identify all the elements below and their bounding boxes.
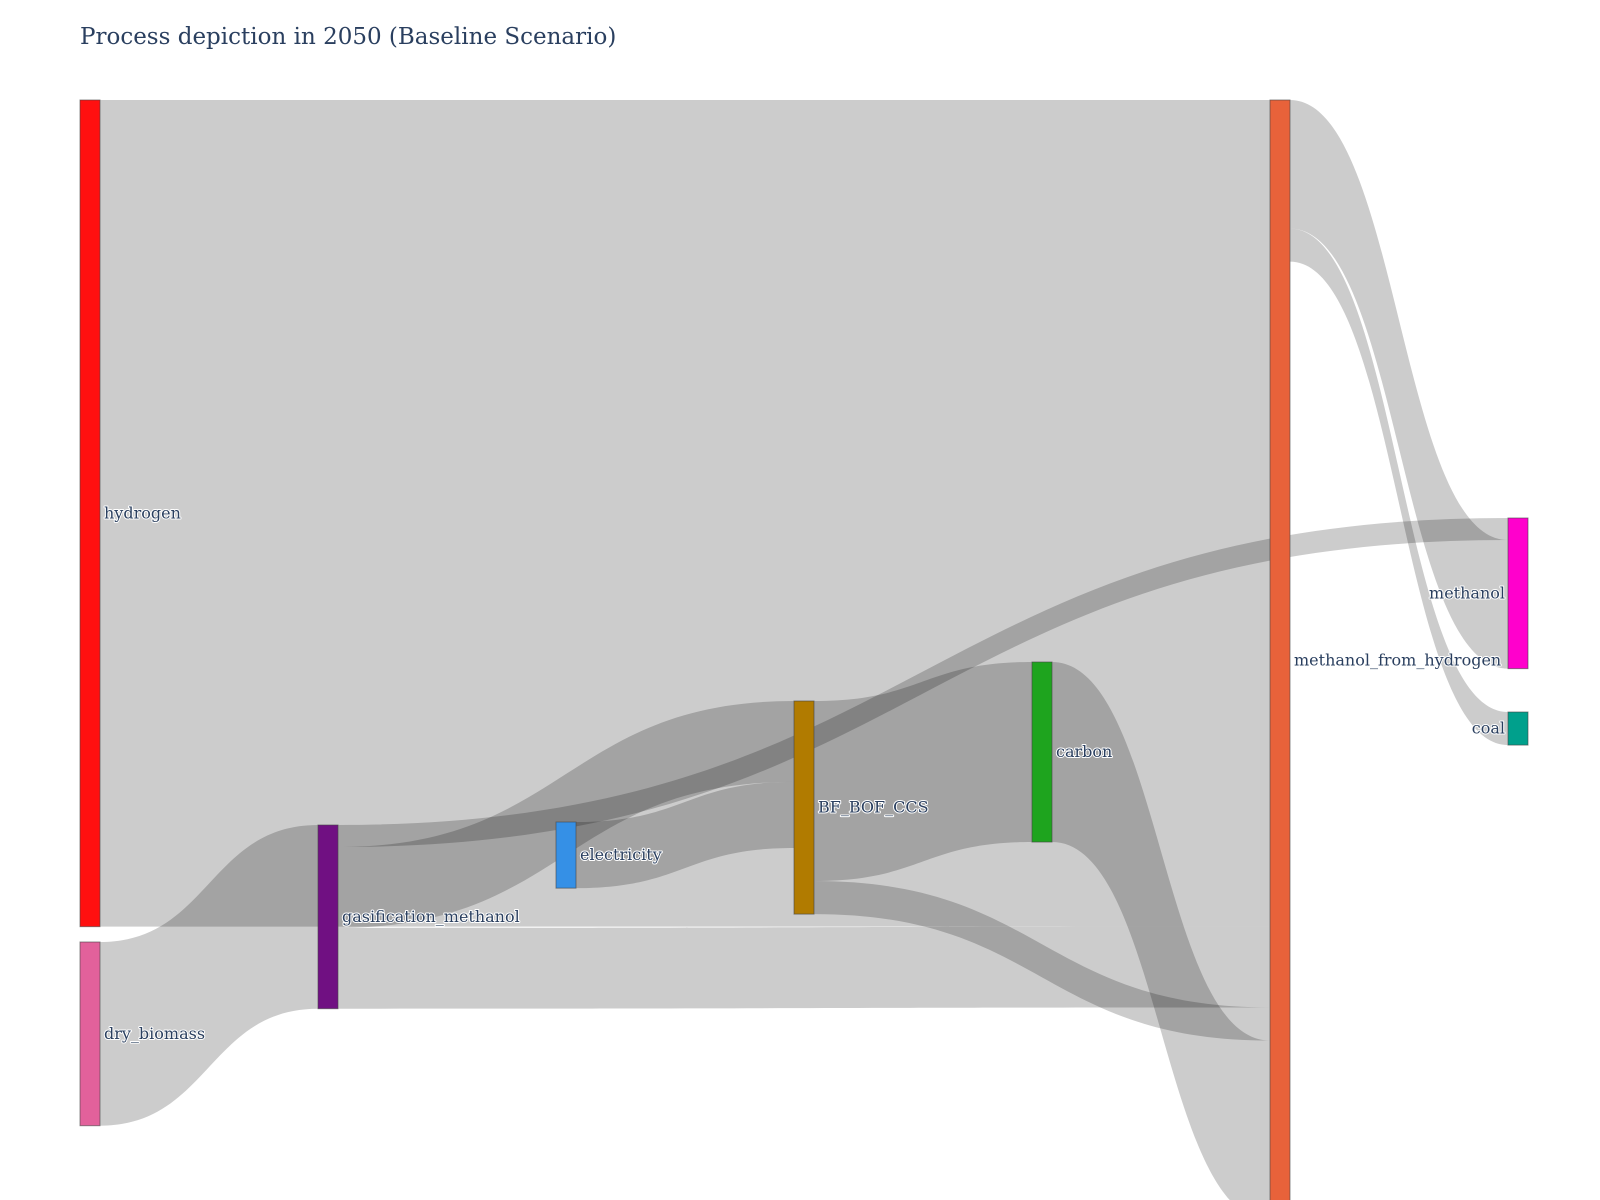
node-label-electricity: electricity (580, 845, 662, 864)
node-methanol_from_hydrogen[interactable] (1269, 99, 1291, 1200)
node-carbon[interactable] (1031, 661, 1053, 843)
link-BF_BOF_CCS-to-methanol_from_hydrogen[interactable] (814, 881, 1270, 1041)
link-dry_biomass-to-gasification_methanol[interactable] (100, 825, 318, 1126)
node-label-gasification_methanol: gasification_methanol (342, 907, 520, 926)
node-dry_biomass[interactable] (79, 941, 101, 1127)
node-label-methanol: methanol (1429, 583, 1505, 602)
node-gasification_methanol[interactable] (317, 824, 339, 1010)
link-methanol_from_hydrogen-to-methanol[interactable] (1290, 100, 1508, 669)
link-carbon-to-methanol_from_hydrogen[interactable] (1052, 662, 1270, 1200)
link-gasification_methanol-to-methanol[interactable] (338, 518, 1508, 848)
node-hydrogen[interactable] (79, 99, 101, 928)
node-methanol[interactable] (1507, 517, 1529, 670)
link-gasification_methanol-to-BF_BOF_CCS[interactable] (338, 701, 794, 928)
node-electricity[interactable] (555, 821, 577, 889)
link-methanol_from_hydrogen-to-coal[interactable] (1290, 228, 1508, 746)
node-BF_BOF_CCS[interactable] (793, 700, 815, 915)
chart-title: Process depiction in 2050 (Baseline Scen… (80, 24, 617, 50)
node-label-hydrogen: hydrogen (104, 503, 181, 522)
nodes-layer (79, 99, 1529, 1200)
node-label-methanol_from_hydrogen: methanol_from_hydrogen (1294, 650, 1501, 669)
node-label-coal: coal (1472, 719, 1505, 738)
link-gasification_methanol-to-methanol_from_hydrogen[interactable] (338, 926, 1270, 1009)
link-electricity-to-BF_BOF_CCS[interactable] (576, 781, 794, 889)
link-BF_BOF_CCS-to-carbon[interactable] (814, 662, 1032, 882)
labels-layer: hydrogen dry_biomass gasification_methanol… (103, 502, 1506, 1044)
links-layer (100, 100, 1508, 1200)
node-coal[interactable] (1507, 711, 1529, 746)
node-label-dry_biomass: dry_biomass (104, 1024, 205, 1043)
node-label-carbon: carbon (1056, 742, 1112, 761)
link-hydrogen-to-methanol_from_hydrogen[interactable] (100, 100, 1270, 927)
node-label-BF_BOF_CCS: BF_BOF_CCS (818, 798, 929, 817)
